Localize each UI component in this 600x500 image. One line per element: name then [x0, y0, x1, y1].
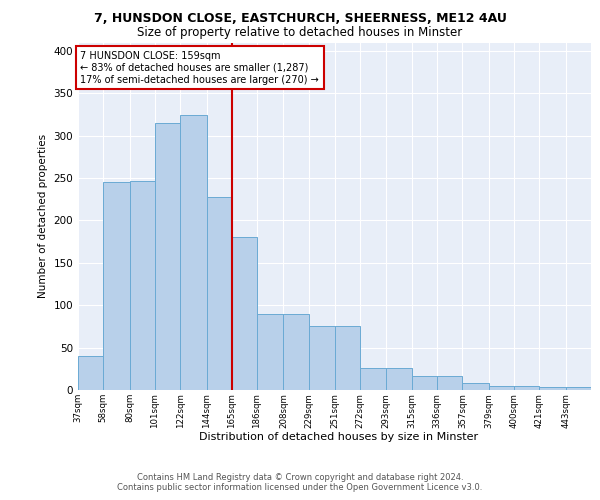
- Bar: [257, 314, 283, 390]
- Bar: [232, 238, 257, 390]
- Text: Distribution of detached houses by size in Minster: Distribution of detached houses by size …: [199, 432, 479, 442]
- Bar: [539, 388, 566, 390]
- Bar: [103, 182, 130, 390]
- Bar: [335, 326, 361, 390]
- Bar: [180, 114, 206, 390]
- Bar: [206, 197, 232, 390]
- Bar: [566, 388, 591, 390]
- Y-axis label: Number of detached properties: Number of detached properties: [38, 134, 48, 298]
- Bar: [489, 386, 514, 390]
- Bar: [283, 314, 308, 390]
- Bar: [130, 180, 155, 390]
- Bar: [361, 368, 386, 390]
- Bar: [514, 386, 539, 390]
- Text: Size of property relative to detached houses in Minster: Size of property relative to detached ho…: [137, 26, 463, 39]
- Bar: [78, 356, 103, 390]
- Text: 7 HUNSDON CLOSE: 159sqm
← 83% of detached houses are smaller (1,287)
17% of semi: 7 HUNSDON CLOSE: 159sqm ← 83% of detache…: [80, 52, 319, 84]
- Bar: [412, 376, 437, 390]
- Text: 7, HUNSDON CLOSE, EASTCHURCH, SHEERNESS, ME12 4AU: 7, HUNSDON CLOSE, EASTCHURCH, SHEERNESS,…: [94, 12, 506, 26]
- Bar: [463, 383, 489, 390]
- Bar: [308, 326, 335, 390]
- Bar: [155, 123, 180, 390]
- Bar: [386, 368, 412, 390]
- Text: Contains HM Land Registry data © Crown copyright and database right 2024.
Contai: Contains HM Land Registry data © Crown c…: [118, 473, 482, 492]
- Bar: [437, 376, 463, 390]
